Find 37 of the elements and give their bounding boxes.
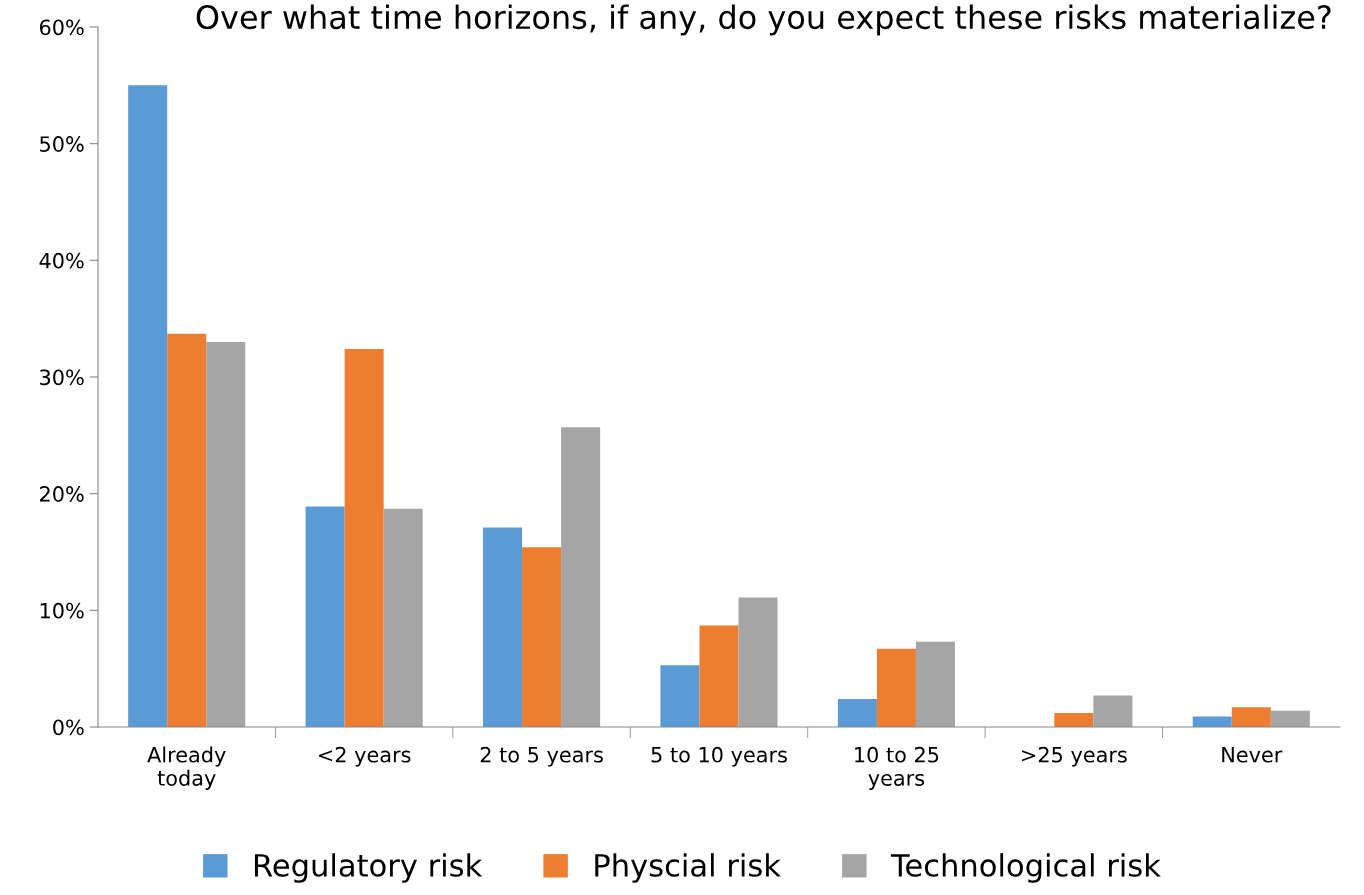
y-tick-label: 0%	[53, 719, 84, 736]
bar	[522, 547, 562, 727]
bar	[660, 665, 700, 727]
bar	[1231, 707, 1271, 727]
bar	[699, 625, 739, 727]
bar	[206, 342, 246, 727]
bar	[128, 85, 168, 727]
bar	[167, 333, 207, 727]
bar	[1270, 710, 1310, 727]
legend-label: Regulatory risk	[254, 853, 483, 883]
bar	[1093, 695, 1133, 727]
y-tick-label: 10%	[40, 602, 84, 619]
x-tick-label: 2 to 5 years	[480, 746, 603, 767]
x-tick-label: 5 to 10 years	[651, 746, 787, 767]
legend-label: Physcial risk	[595, 853, 781, 883]
bar	[561, 427, 601, 727]
bar	[876, 648, 916, 727]
y-tick-label: 30%	[40, 369, 84, 386]
bar	[483, 527, 523, 727]
bar	[837, 699, 877, 727]
y-tick-label: 60%	[39, 19, 84, 36]
y-tick-label: 40%	[39, 252, 84, 269]
bar	[915, 641, 955, 727]
x-tick-label: >25 years	[1022, 746, 1127, 767]
x-tick-label: 10 to 25 years	[855, 746, 939, 790]
y-tick-label: 20%	[40, 486, 84, 502]
x-tick-label: Never	[1222, 747, 1283, 763]
bar	[1054, 713, 1094, 727]
bar	[344, 349, 384, 727]
x-tick-label: <2 years	[319, 746, 411, 767]
x-tick-label: Already today	[147, 746, 226, 790]
chart-title: Over what time horizons, if any, do you expect these risks materialize?	[196, 4, 1331, 36]
bar	[305, 506, 345, 727]
legend-label: Technological risk	[890, 853, 1161, 883]
bar	[383, 508, 423, 727]
bar	[738, 597, 778, 727]
y-tick-label: 50%	[40, 136, 84, 152]
